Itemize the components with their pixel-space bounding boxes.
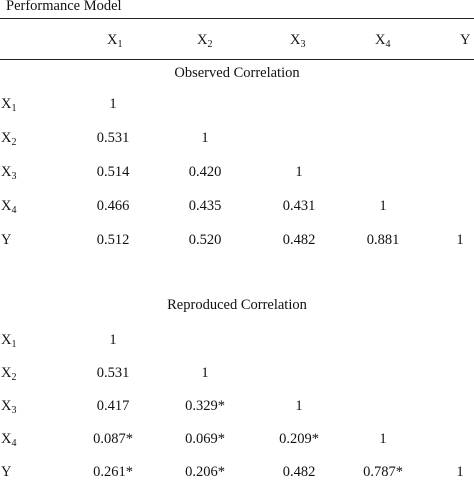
table-cell: 0.209* xyxy=(279,431,319,447)
row-label: X3 xyxy=(1,398,17,416)
reproduced-section-title: Reproduced Correlation xyxy=(167,297,307,313)
table-cell: 1 xyxy=(109,332,117,348)
table-cell: 0.420 xyxy=(188,164,222,180)
table-cell: 1 xyxy=(456,464,464,480)
table-cell: 1 xyxy=(456,232,464,248)
column-header-x3: X3 xyxy=(290,32,306,50)
table-cell: 0.482 xyxy=(282,232,316,248)
table-cell: 0.261* xyxy=(93,464,133,480)
table-cell: 0.881 xyxy=(366,232,400,248)
table-cell: 1 xyxy=(379,431,387,447)
row-label: X4 xyxy=(1,431,17,449)
table-cell: 0.514 xyxy=(96,164,130,180)
table-cell: 0.069* xyxy=(185,431,225,447)
table-cell: 0.520 xyxy=(188,232,222,248)
top-rule xyxy=(0,18,474,19)
row-label: X3 xyxy=(1,164,17,182)
row-label: Y xyxy=(1,232,12,248)
table-cell: 1 xyxy=(201,130,209,146)
row-label: X4 xyxy=(1,198,17,216)
row-label: Y xyxy=(1,464,12,480)
table-cell: 0.087* xyxy=(93,431,133,447)
observed-section-title: Observed Correlation xyxy=(174,65,300,81)
row-label: X1 xyxy=(1,96,17,114)
row-label: X2 xyxy=(1,365,17,383)
column-header-x1: X1 xyxy=(107,32,123,50)
table-cell: 0.417 xyxy=(96,398,130,414)
table-cell: 0.787* xyxy=(363,464,403,480)
table-cell: 1 xyxy=(109,96,117,112)
table-cell: 0.435 xyxy=(188,198,222,214)
column-header-x2: X2 xyxy=(197,32,213,50)
table-cell: 0.329* xyxy=(185,398,225,414)
column-header-x4: X4 xyxy=(375,32,391,50)
table-title: Performance Model xyxy=(6,0,122,14)
table-cell: 0.482 xyxy=(282,464,316,480)
table-cell: 1 xyxy=(295,398,303,414)
table-cell: 0.431 xyxy=(282,198,316,214)
table-cell: 1 xyxy=(295,164,303,180)
header-rule xyxy=(0,59,474,60)
row-label: X1 xyxy=(1,332,17,350)
table-cell: 0.531 xyxy=(96,130,130,146)
table-cell: 0.206* xyxy=(185,464,225,480)
row-label: X2 xyxy=(1,130,17,148)
table-cell: 0.466 xyxy=(96,198,130,214)
table-cell: 0.531 xyxy=(96,365,130,381)
table-cell: 1 xyxy=(379,198,387,214)
column-header-y: Y xyxy=(460,32,471,48)
table-cell: 0.512 xyxy=(96,232,130,248)
table-cell: 1 xyxy=(201,365,209,381)
